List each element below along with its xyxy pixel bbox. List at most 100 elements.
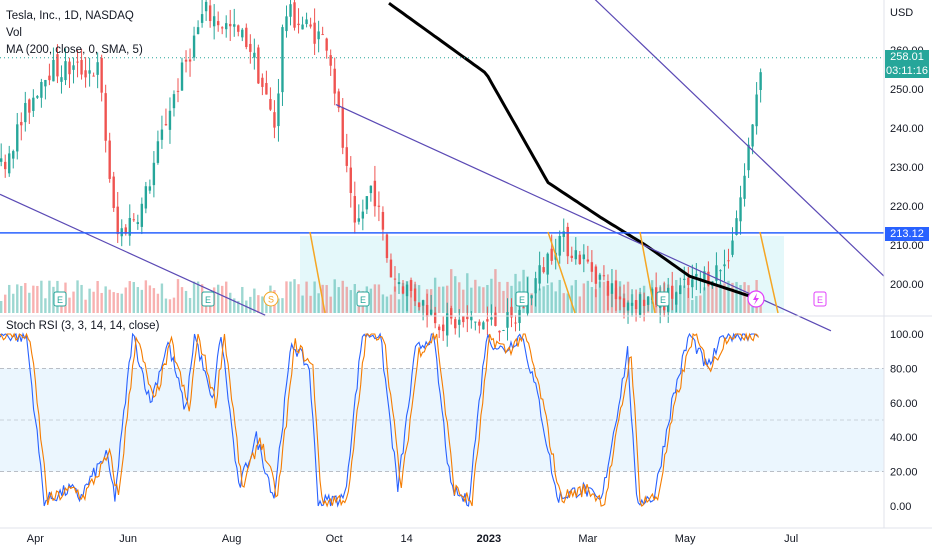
candle-body bbox=[60, 77, 63, 82]
candle-body bbox=[108, 140, 111, 179]
volume-bar bbox=[683, 285, 686, 313]
candle-body bbox=[333, 68, 336, 94]
volume-bar bbox=[707, 283, 710, 313]
cup-arc-line bbox=[309, 231, 326, 314]
volume-bar bbox=[281, 298, 284, 313]
volume-bar bbox=[578, 296, 582, 313]
volume-bar bbox=[389, 294, 393, 313]
volume-bar bbox=[341, 280, 344, 313]
earnings-marker-box bbox=[656, 291, 670, 307]
candle-body bbox=[261, 77, 264, 87]
cup-arc-line bbox=[759, 231, 779, 314]
volume-bar bbox=[124, 287, 127, 313]
volume-bar bbox=[12, 293, 15, 313]
volume-bar bbox=[172, 297, 176, 313]
candle-body bbox=[590, 262, 594, 272]
volume-bar bbox=[345, 286, 348, 313]
main-legend: Tesla, Inc., 1D, NASDAQ Vol MA (200, clo… bbox=[6, 8, 143, 59]
volume-bar bbox=[68, 297, 71, 313]
candle-body bbox=[683, 278, 686, 280]
volume-bar bbox=[152, 288, 156, 313]
volume-bar bbox=[0, 300, 3, 313]
volume-bar bbox=[333, 279, 336, 313]
candle-body bbox=[743, 175, 746, 199]
candle-body bbox=[345, 147, 348, 166]
candle-body bbox=[184, 59, 188, 62]
volume-bar bbox=[116, 292, 119, 313]
candle-body bbox=[687, 277, 690, 286]
candle-body bbox=[630, 302, 634, 306]
volume-bar bbox=[128, 281, 131, 313]
hline-price-tag: 213.12 bbox=[885, 227, 929, 241]
candle-body bbox=[373, 180, 377, 207]
candle-body bbox=[196, 27, 200, 35]
candle-body bbox=[377, 205, 381, 207]
volume-bar bbox=[626, 281, 630, 313]
volume-bar bbox=[196, 281, 200, 313]
time-tick-label: Apr bbox=[27, 533, 44, 545]
volume-bar bbox=[305, 281, 308, 313]
volume-bar bbox=[373, 284, 377, 313]
candle-body bbox=[385, 234, 389, 259]
volume-bar bbox=[204, 300, 208, 313]
volume-bar bbox=[590, 287, 594, 313]
volume-bar bbox=[470, 287, 473, 313]
symbol-title[interactable]: Tesla, Inc., 1D, NASDAQ bbox=[6, 10, 134, 22]
candle-body bbox=[582, 254, 586, 260]
candle-body bbox=[68, 61, 71, 75]
candle-body bbox=[586, 259, 590, 262]
candle-body bbox=[478, 321, 481, 326]
candle-body bbox=[140, 203, 144, 227]
volume-bar bbox=[289, 281, 292, 313]
volume-bar bbox=[329, 296, 332, 313]
candle-body bbox=[132, 219, 135, 221]
candle-body bbox=[759, 72, 762, 90]
candle-body bbox=[40, 81, 43, 98]
cup-arc-line bbox=[639, 231, 656, 314]
volume-bar bbox=[164, 298, 168, 313]
volume-bar bbox=[237, 300, 240, 313]
volume-bar bbox=[687, 287, 690, 313]
volume-bar bbox=[8, 284, 11, 313]
rsi-tick-label: 80.00 bbox=[890, 363, 918, 375]
earnings-marker-box bbox=[201, 291, 215, 307]
rsi-tick-label: 0.00 bbox=[890, 501, 911, 513]
candle-body bbox=[417, 302, 421, 308]
candle-body bbox=[562, 231, 565, 237]
earnings-marker-box bbox=[356, 291, 370, 307]
candle-body bbox=[349, 167, 352, 193]
candle-body bbox=[715, 265, 718, 281]
volume-bar bbox=[265, 299, 268, 313]
volume-bar bbox=[16, 284, 19, 313]
candle-body bbox=[413, 288, 417, 302]
earnings-marker: E bbox=[53, 291, 67, 307]
candle-body bbox=[176, 90, 180, 92]
candle-body bbox=[546, 253, 549, 275]
candle-body bbox=[409, 280, 413, 291]
volume-bar bbox=[216, 284, 220, 313]
volume-bar bbox=[369, 288, 373, 313]
candle-body bbox=[618, 296, 622, 300]
candle-body bbox=[48, 75, 51, 81]
earnings-marker: E bbox=[656, 291, 670, 307]
stoch-rsi-k-line bbox=[0, 332, 759, 508]
volume-bar bbox=[261, 296, 264, 313]
stoch-rsi-legend[interactable]: Stoch RSI (3, 3, 14, 14, close) bbox=[6, 320, 160, 332]
candle-body bbox=[160, 129, 164, 140]
volume-bar bbox=[88, 288, 91, 313]
candle-body bbox=[446, 313, 449, 336]
volume-bar bbox=[542, 286, 545, 313]
volume-bar bbox=[566, 293, 569, 313]
ma-legend[interactable]: MA (200, close, 0, SMA, 5) bbox=[6, 44, 143, 56]
candle-body bbox=[16, 124, 19, 152]
candle-body bbox=[233, 24, 236, 27]
volume-bar bbox=[490, 278, 493, 313]
candle-body bbox=[534, 278, 537, 294]
candle-body bbox=[723, 264, 726, 267]
candle-body bbox=[574, 250, 577, 260]
candle-body bbox=[751, 124, 754, 147]
volume-legend[interactable]: Vol bbox=[6, 27, 22, 39]
volume-bar bbox=[168, 299, 172, 313]
